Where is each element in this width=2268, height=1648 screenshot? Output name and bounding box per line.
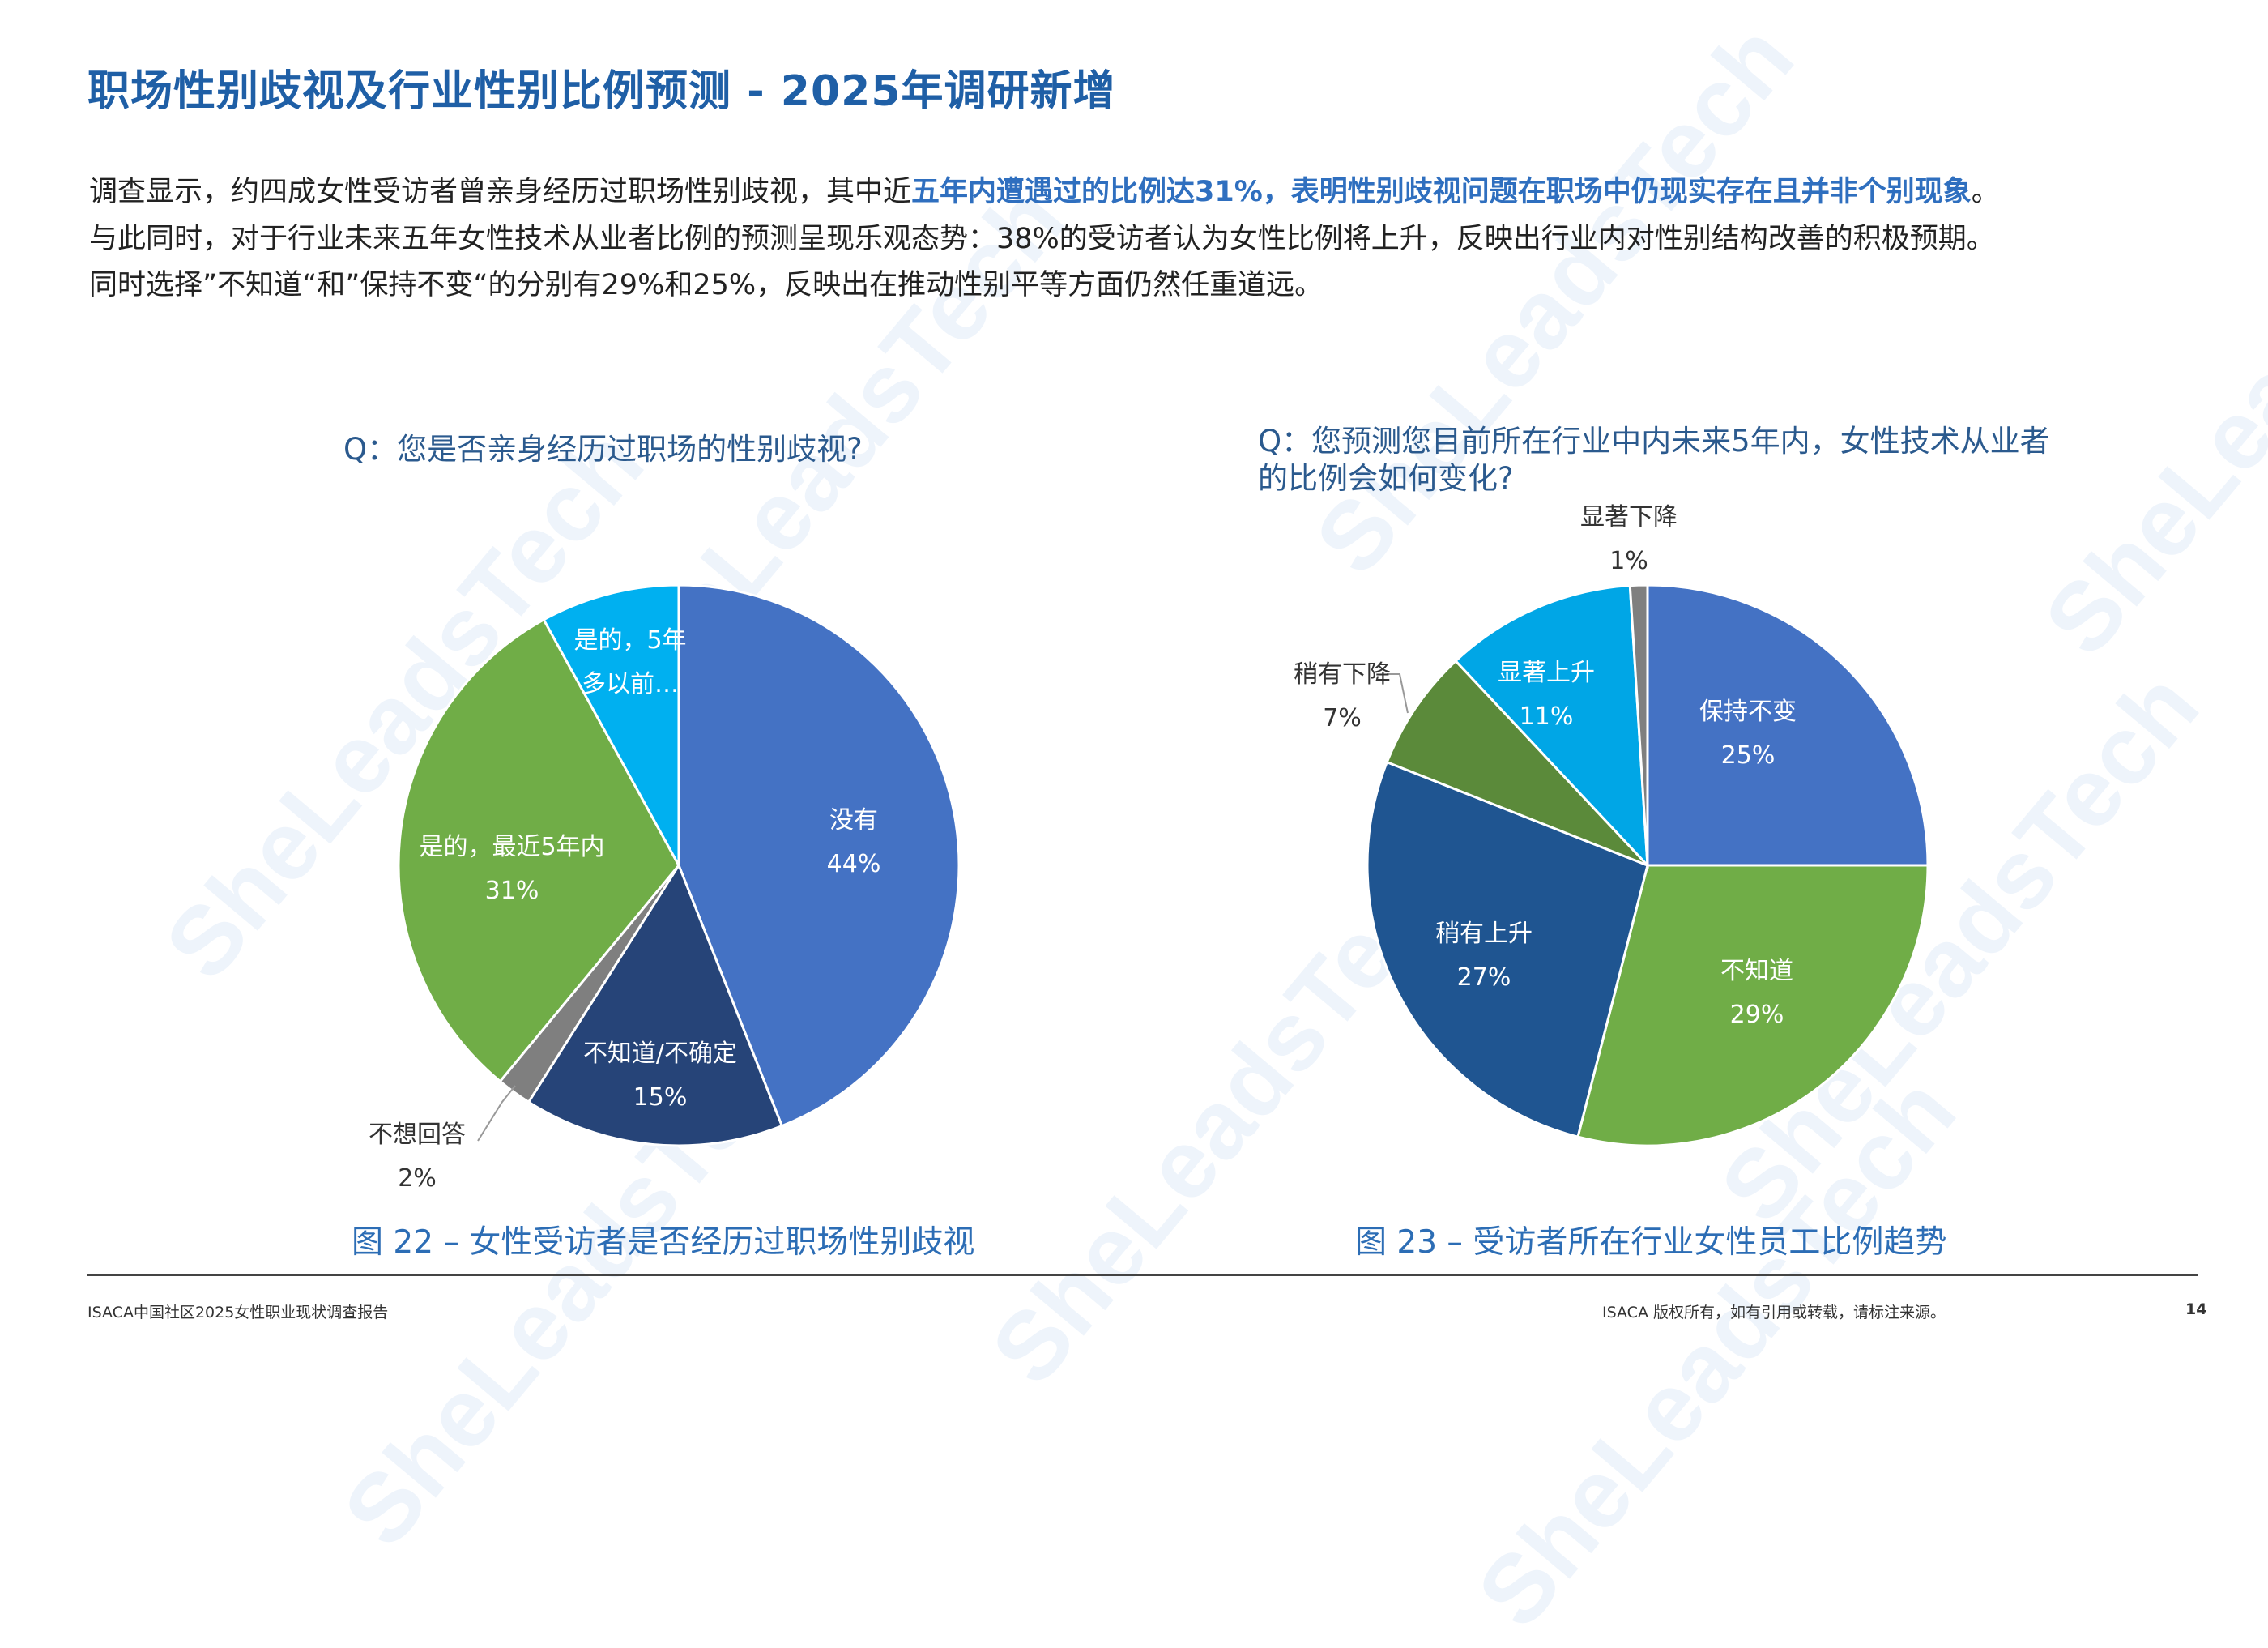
pie-slice xyxy=(542,583,680,866)
slice-value-label: 27% xyxy=(1457,963,1511,992)
intro-line-3: 同时选择”不知道“和”保持不变“的分别有29%和25%，反映出在推动性别平等方面… xyxy=(89,269,1324,301)
slice-label: 稍有上升 xyxy=(1435,920,1533,948)
intro-text: 调查显示，约四成女性受访者曾亲身经历过职场性别歧视，其中近 xyxy=(89,176,912,208)
slice-value-label: 15% xyxy=(633,1083,688,1112)
pie-slice xyxy=(1454,584,1649,869)
pie-slice xyxy=(1366,760,1649,1138)
footer-divider xyxy=(87,1274,2198,1276)
slice-label: 是的，5年 xyxy=(573,626,686,655)
page-title: 职场性别歧视及行业性别比例预测 - 2025年调研新增 xyxy=(87,67,1116,116)
chart-23-question: Q：您预测您目前所在行业中内未来5年内，女性技术从业者 的比例会如何变化? xyxy=(1258,423,2050,497)
slice-value-label: 2% xyxy=(398,1164,437,1193)
intro-highlight: 五年内遭遇过的比例达31%，表明性别歧视问题在职场中仍现实存在且并非个别现象 xyxy=(911,176,1972,208)
slice-value-label: 25% xyxy=(1721,741,1776,770)
intro-text-end: 。 xyxy=(1971,176,2000,208)
slice-label: 不知道/不确定 xyxy=(583,1040,737,1068)
intro-line-1: 调查显示，约四成女性受访者曾亲身经历过职场性别歧视，其中近五年内遭遇过的比例达3… xyxy=(89,169,2000,210)
pie-slice xyxy=(397,617,680,1083)
slice-value-label: 1% xyxy=(1609,547,1648,575)
leader-line xyxy=(477,1085,516,1142)
chart-22-question: Q：您是否亲身经历过职场的性别歧视? xyxy=(343,432,863,467)
slice-value-label: 7% xyxy=(1323,704,1362,732)
footer-copyright: ISACA 版权所有，如有引用或转载，请标注来源。 xyxy=(1602,1304,1946,1321)
chart-23-question-line2: 的比例会如何变化? xyxy=(1258,461,1514,496)
slice-label: 显著下降 xyxy=(1580,503,1678,532)
slice-label: 不知道 xyxy=(1720,957,1793,985)
pie-slice xyxy=(1385,659,1649,867)
slice-label: 稍有下降 xyxy=(1294,660,1391,689)
chart-22-caption: 图 22 – 女性受访者是否经历过职场性别歧视 xyxy=(352,1224,975,1261)
pie-slice xyxy=(1628,583,1649,866)
slice-label: 没有 xyxy=(829,806,878,835)
slice-label: 不想回答 xyxy=(369,1121,466,1149)
pie-slice xyxy=(1576,864,1929,1147)
pie-charts: 没有 44% 不知道/不确定 15% 不想回答 2% 是的，最近5年内 31% 是的，5年多以前… xyxy=(369,503,1929,1193)
slice-label: 是的，最近5年内 xyxy=(419,833,604,861)
slice-value-label: 29% xyxy=(1730,1001,1784,1029)
slice-label: 保持不变 xyxy=(1699,698,1797,726)
leader-line xyxy=(1387,673,1409,714)
footer-report-name: ISACA中国社区2025女性职业现状调查报告 xyxy=(87,1304,389,1321)
page-number: 14 xyxy=(2185,1300,2207,1318)
slice-label: 多以前… xyxy=(582,670,679,698)
intro-line-2: 与此同时，对于行业未来五年女性技术从业者比例的预测呈现乐观态势：38%的受访者认… xyxy=(89,223,1995,255)
chart-23-question-line1: Q：您预测您目前所在行业中内未来5年内，女性技术从业者 xyxy=(1258,424,2050,459)
slice-label: 显著上升 xyxy=(1498,659,1595,687)
pie-slice xyxy=(1646,583,1929,867)
slice-value-label: 11% xyxy=(1520,702,1574,731)
pie-slice xyxy=(526,862,784,1147)
slice-value-label: 44% xyxy=(827,850,881,878)
slice-value-label: 31% xyxy=(485,877,539,905)
chart-23-caption: 图 23 – 受访者所在行业女性员工比例趋势 xyxy=(1355,1224,1947,1261)
pie-slice xyxy=(677,583,961,1128)
